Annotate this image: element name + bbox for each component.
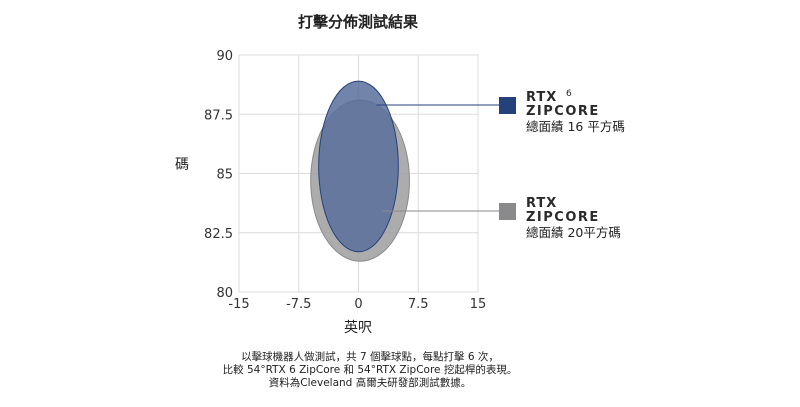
y-tick-label: 87.5 [204,108,233,123]
y-tick-label: 85 [216,168,233,183]
x-tick-label: 7.5 [408,297,429,312]
caption-line-2: 比較 54°RTX 6 ZipCore 和 54°RTX ZipCore 挖起桿… [222,364,518,376]
chart-axes: -15 -7.5 0 7.5 15 80 82.5 85 87.5 90 [204,49,486,312]
legend-swatch [499,203,516,220]
x-tick-label: -15 [228,297,249,312]
x-tick-label: -7.5 [286,297,311,312]
dispersion-ellipse-rtx6-zipcore [318,80,399,253]
legend-area-label: 總面績 16 平方碼 [526,119,625,134]
legend-brand-line2: ZIPCORE [526,104,600,119]
x-tick-label: 15 [470,297,487,312]
legend-brand-line1: RTX [526,196,557,211]
y-tick-label: 82.5 [204,227,233,242]
x-axis-label: 英呎 [344,319,372,336]
legend-brand-line1: RTX [526,90,557,105]
y-axis-label: 碼 [175,157,189,173]
y-tick-label: 80 [216,286,233,301]
legend-swatch [499,97,516,114]
caption-line-1: 以擊球機器人做測試，共 7 個擊球點，每點打擊 6 次， [241,351,499,363]
dispersion-ellipses [310,80,410,262]
x-tick-label: 0 [354,297,362,312]
legend-area-label: 總面績 20平方碼 [526,225,621,240]
legend-brand-line2: ZIPCORE [526,210,600,225]
chart-caption: 以擊球機器人做測試，共 7 個擊球點，每點打擊 6 次， 比較 54°RTX 6… [0,351,740,390]
caption-line-3: 資料為Cleveland 高爾夫研發部測試數據。 [268,377,472,389]
legend-superscript: 6 [566,89,572,99]
chart-title: 打擊分佈測試結果 [298,13,419,31]
y-tick-label: 90 [216,49,233,64]
